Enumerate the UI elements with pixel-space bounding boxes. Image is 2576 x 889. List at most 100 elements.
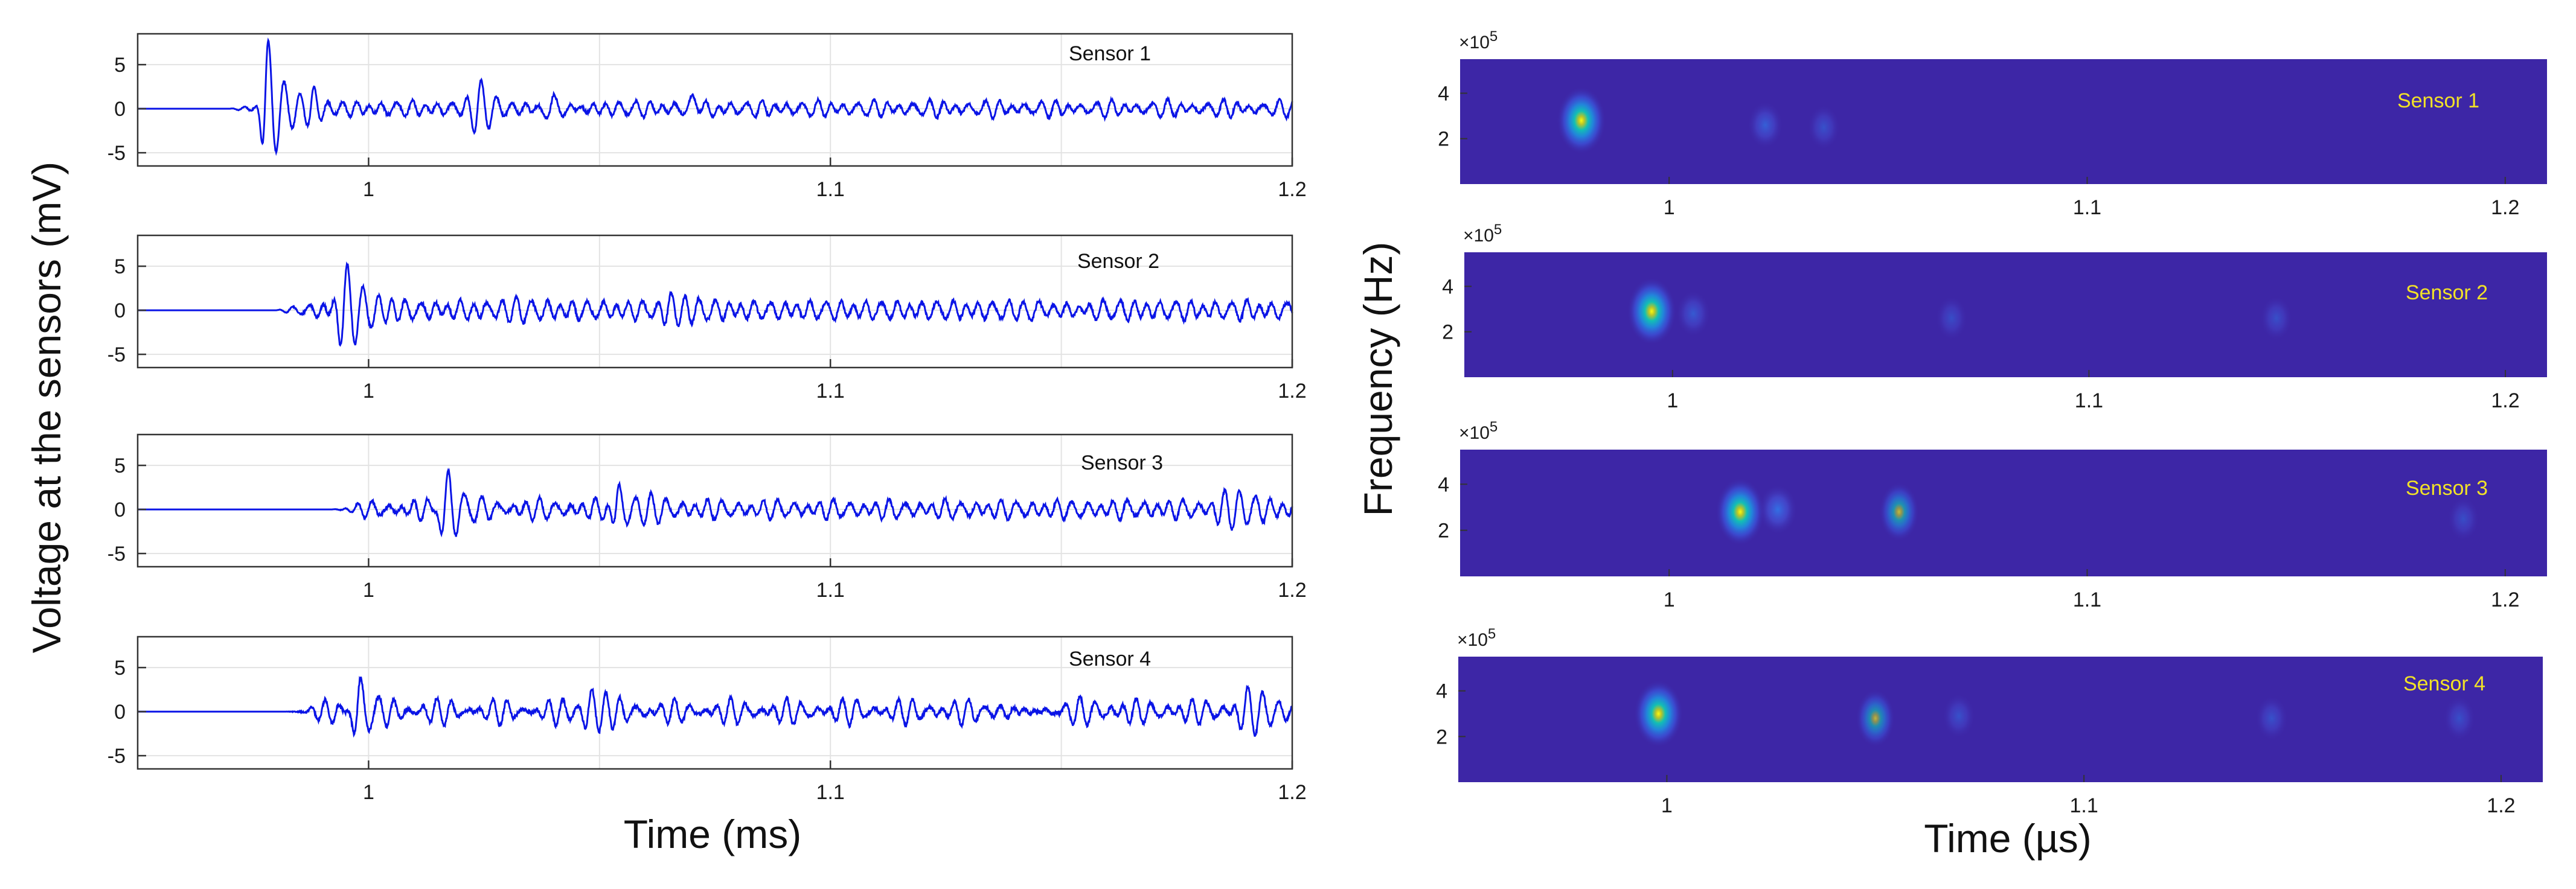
plot-frame xyxy=(136,234,1293,369)
x-tick-label: 1 xyxy=(363,579,374,602)
y-tick-label: -5 xyxy=(107,343,126,366)
y-tick-label: 0 xyxy=(114,98,126,121)
energy-blob xyxy=(1676,290,1711,337)
energy-blob xyxy=(2443,695,2476,741)
energy-blob xyxy=(1856,689,1895,748)
energy-blob xyxy=(1935,295,1968,341)
y-tick-label: 5 xyxy=(114,255,126,278)
energy-blob xyxy=(1556,86,1606,155)
x-tick-label: 1.1 xyxy=(816,178,845,201)
waveform-line xyxy=(138,37,1293,156)
y-tick-label: 2 xyxy=(1438,520,1449,543)
x-tick-label: 1 xyxy=(1664,588,1675,611)
y-tick-label: 5 xyxy=(114,454,126,477)
y-exponent-label: ×105 xyxy=(1459,28,1498,53)
sensor-label: Sensor 4 xyxy=(2403,672,2485,695)
plot-frame xyxy=(136,33,1293,167)
y-tick-label: 4 xyxy=(1438,473,1449,496)
y-tick-label: 0 xyxy=(114,499,126,521)
x-tick-label: 1 xyxy=(1667,389,1678,412)
energy-blob xyxy=(1627,277,1677,345)
energy-blob xyxy=(1716,478,1765,546)
x-tick-label: 1.1 xyxy=(2075,389,2103,412)
plot-frame xyxy=(136,433,1293,568)
x-tick-label: 1.2 xyxy=(2491,389,2519,412)
left-waveform-panel: 5 0 -5 1 1.1 1.2 Sensor 1 5 0 -5 1 1.1 1.2 Sensor 2 5 0… xyxy=(107,33,1307,804)
x-tick-label: 1 xyxy=(363,178,374,201)
energy-blob xyxy=(1942,693,1976,739)
sensor-label: Sensor 2 xyxy=(1077,250,1159,273)
right-x-axis-title: Time (µs) xyxy=(1924,816,2092,861)
sensor-label: Sensor 2 xyxy=(2406,281,2488,304)
x-tick-label: 1.2 xyxy=(2491,196,2519,219)
y-exponent-label: ×105 xyxy=(1463,221,1502,246)
waveform-subplot-4: 5 0 -5 1 1.1 1.2 Sensor 4 xyxy=(107,636,1307,804)
x-tick-label: 1.2 xyxy=(2491,588,2519,611)
energy-blob xyxy=(1758,484,1798,535)
energy-blob xyxy=(2447,496,2480,541)
right-spectrogram-panel: 4 2 ×105 1 1.1 1.2 Sensor 1 4 2 ×105 1 1.1 1.2 Sensor… xyxy=(1436,28,2547,817)
y-tick-label: 0 xyxy=(114,701,126,724)
waveform-subplot-3: 5 0 -5 1 1.1 1.2 Sensor 3 xyxy=(107,433,1307,602)
x-tick-label: 1.2 xyxy=(1278,380,1306,403)
y-tick-label: 2 xyxy=(1438,128,1449,151)
spectrogram-subplot-1: 4 2 ×105 1 1.1 1.2 Sensor 1 xyxy=(1438,28,2547,219)
y-tick-label: 4 xyxy=(1436,680,1447,703)
x-tick-label: 1 xyxy=(363,380,374,403)
right-y-axis-title: Frequency (Hz) xyxy=(1356,242,1400,517)
waveform-subplot-1: 5 0 -5 1 1.1 1.2 Sensor 1 xyxy=(107,33,1307,201)
sensor-label: Sensor 1 xyxy=(2397,89,2479,112)
spectrogram-subplot-3: 4 2 ×105 1 1.1 1.2 Sensor 3 xyxy=(1438,419,2547,611)
energy-blob xyxy=(1879,482,1920,541)
y-tick-label: -5 xyxy=(107,745,126,768)
energy-blob xyxy=(1807,104,1841,150)
y-tick-label: 2 xyxy=(1436,725,1447,748)
x-tick-label: 1.2 xyxy=(1278,579,1306,602)
spectrogram-subplot-4: 4 2 ×105 1 1.1 1.2 Sensor 4 xyxy=(1436,626,2543,817)
x-tick-label: 1.1 xyxy=(816,781,845,804)
spectrogram-background xyxy=(1460,59,2547,184)
x-tick-label: 1.2 xyxy=(1278,781,1306,804)
sensor-label: Sensor 3 xyxy=(1081,451,1163,474)
y-tick-label: 5 xyxy=(114,657,126,680)
spectrogram-background xyxy=(1464,252,2547,377)
energy-blob xyxy=(1747,101,1784,149)
plot-area xyxy=(138,34,1292,166)
y-exponent-label: ×105 xyxy=(1457,626,1496,650)
sensor-label: Sensor 4 xyxy=(1069,648,1151,671)
left-y-axis-title: Voltage at the sensors (mV) xyxy=(24,162,69,653)
y-tick-label: 4 xyxy=(1442,275,1453,298)
y-tick-label: 0 xyxy=(114,299,126,322)
waveform-subplot-2: 5 0 -5 1 1.1 1.2 Sensor 2 xyxy=(107,234,1307,403)
plot-area xyxy=(138,435,1292,567)
left-x-axis-title: Time (ms) xyxy=(624,812,802,856)
x-tick-label: 1 xyxy=(1664,196,1675,219)
y-tick-label: 5 xyxy=(114,54,126,77)
spectrogram-subplot-2: 4 2 ×105 1 1.1 1.2 Sensor 2 xyxy=(1442,221,2547,412)
sensor-label: Sensor 3 xyxy=(2406,477,2488,500)
waveform-line xyxy=(138,675,1293,738)
y-tick-label: -5 xyxy=(107,142,126,165)
energy-blob xyxy=(2260,295,2293,341)
sensor-label: Sensor 1 xyxy=(1069,42,1151,65)
x-tick-label: 1.1 xyxy=(816,579,845,602)
plot-frame xyxy=(136,636,1293,770)
spectrogram-background xyxy=(1458,657,2543,782)
y-tick-label: -5 xyxy=(107,543,126,566)
spectrogram-background xyxy=(1460,450,2547,576)
y-exponent-label: ×105 xyxy=(1459,419,1498,443)
x-tick-label: 1 xyxy=(363,781,374,804)
x-tick-label: 1.1 xyxy=(816,380,845,403)
x-tick-label: 1.1 xyxy=(2073,196,2101,219)
y-tick-label: 2 xyxy=(1442,321,1453,344)
x-tick-label: 1.1 xyxy=(2073,588,2101,611)
y-tick-label: 4 xyxy=(1438,82,1449,105)
energy-blob xyxy=(2255,695,2289,741)
energy-blob xyxy=(1633,680,1684,748)
x-tick-label: 1.1 xyxy=(2070,794,2098,817)
x-tick-label: 1.2 xyxy=(2487,794,2515,817)
x-tick-label: 1 xyxy=(1661,794,1673,817)
waveform-line xyxy=(138,467,1293,538)
waveform-line xyxy=(138,261,1293,347)
